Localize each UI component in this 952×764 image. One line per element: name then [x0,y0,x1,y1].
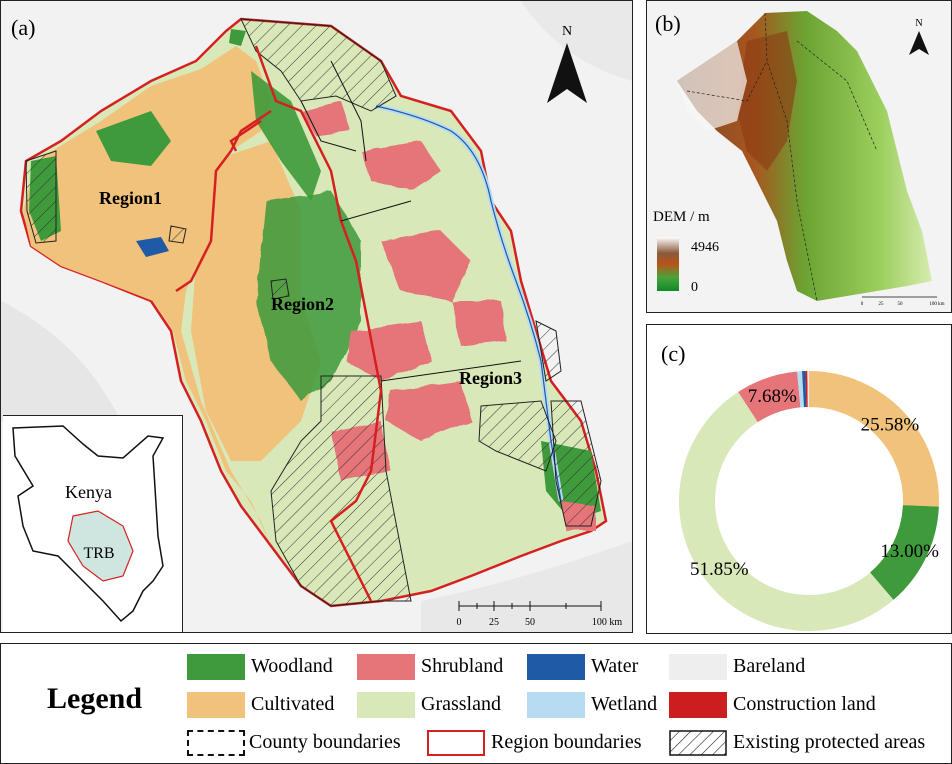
bareland-label: Bareland [733,655,806,677]
donut-slice-grassland [678,391,894,632]
north-arrow-icon: N [909,18,929,55]
svg-text:N: N [562,24,572,39]
county-boundary-label: County boundaries [249,731,401,753]
protected-area-label: Existing protected areas [733,731,926,753]
shrubland-label: Shrubland [421,655,504,677]
protected-area-swatch [669,730,727,756]
region2-label: Region2 [271,294,334,314]
construction-swatch [669,692,727,718]
panel-a-map: Region1 Region2 Region3 N 0 25 50 100 km… [0,0,633,633]
donut-slice-woodland [870,505,939,600]
dem-color-ramp [657,237,679,291]
donut-slice-shrubland [738,371,801,423]
cultivated-swatch [187,692,245,718]
panel-b-label: (b) [655,11,681,36]
scale-bar: 0 25 50 100 km [861,296,945,307]
panel-c-donut: (c) 25.58% 13.00% 51.85% 7.68% [646,324,952,634]
dem-legend-title: DEM / m [653,209,710,225]
grassland-swatch [357,692,415,718]
dem-max: 4946 [691,240,719,255]
svg-text:100 km: 100 km [592,617,623,628]
water-label: Water [591,655,639,677]
woodland-label: Woodland [251,655,333,677]
donut-slice-construction-land [805,371,808,408]
land-cover-map: Region1 Region2 Region3 N 0 25 50 100 km [1,1,632,632]
kenya-inset: Kenya TRB [3,415,183,632]
region1-label: Region1 [99,188,162,208]
donut-label-cultivated: 25.58% [861,415,920,436]
donut-label-grassland: 51.85% [690,559,749,580]
region3-label: Region3 [459,368,522,388]
water-swatch [527,654,585,680]
grassland-label: Grassland [421,693,501,715]
svg-text:25: 25 [879,302,885,307]
donut-slice-water [802,371,807,408]
donut-slice-wetland [797,371,804,408]
legend-title: Legend [47,682,143,715]
cultivated-label: Cultivated [251,693,335,715]
svg-text:0: 0 [861,302,864,307]
dem-min: 0 [691,280,698,295]
inset-basin-label: TRB [83,545,114,562]
svg-text:N: N [915,18,922,29]
woodland-swatch [187,654,245,680]
panel-b-dem: N DEM / m 4946 0 0 25 50 100 km (b) [646,0,952,313]
scale-bar: 0 25 50 100 km [457,601,623,628]
county-boundary-swatch [187,730,245,756]
donut-chart: 25.58% 13.00% 51.85% 7.68% [678,371,939,632]
svg-text:50: 50 [898,302,904,307]
region-boundary-swatch [427,730,485,756]
wetland-label: Wetland [591,693,658,715]
svg-text:100 km: 100 km [929,302,944,307]
north-arrow-icon: N [547,24,587,103]
panel-c-label: (c) [661,341,686,366]
region-boundary-label: Region boundaries [491,731,642,753]
donut-label-shrubland: 7.68% [748,386,797,407]
wetland-swatch [527,692,585,718]
svg-text:50: 50 [525,617,535,628]
donut-label-woodland: 13.00% [880,541,939,562]
dem-map: N DEM / m 4946 0 0 25 50 100 km [653,11,945,307]
donut-slice-cultivated [809,371,939,507]
shrubland-swatch [357,654,415,680]
construction-label: Construction land [733,693,876,715]
inset-country-label: Kenya [65,482,112,502]
legend-panel: Legend Woodland Shrubland Water Bareland… [0,643,952,764]
svg-text:25: 25 [489,617,499,628]
bareland-swatch [669,654,727,680]
svg-text:0: 0 [457,617,462,628]
panel-a-label: (a) [11,15,36,40]
donut-slice-bareland [807,371,809,408]
